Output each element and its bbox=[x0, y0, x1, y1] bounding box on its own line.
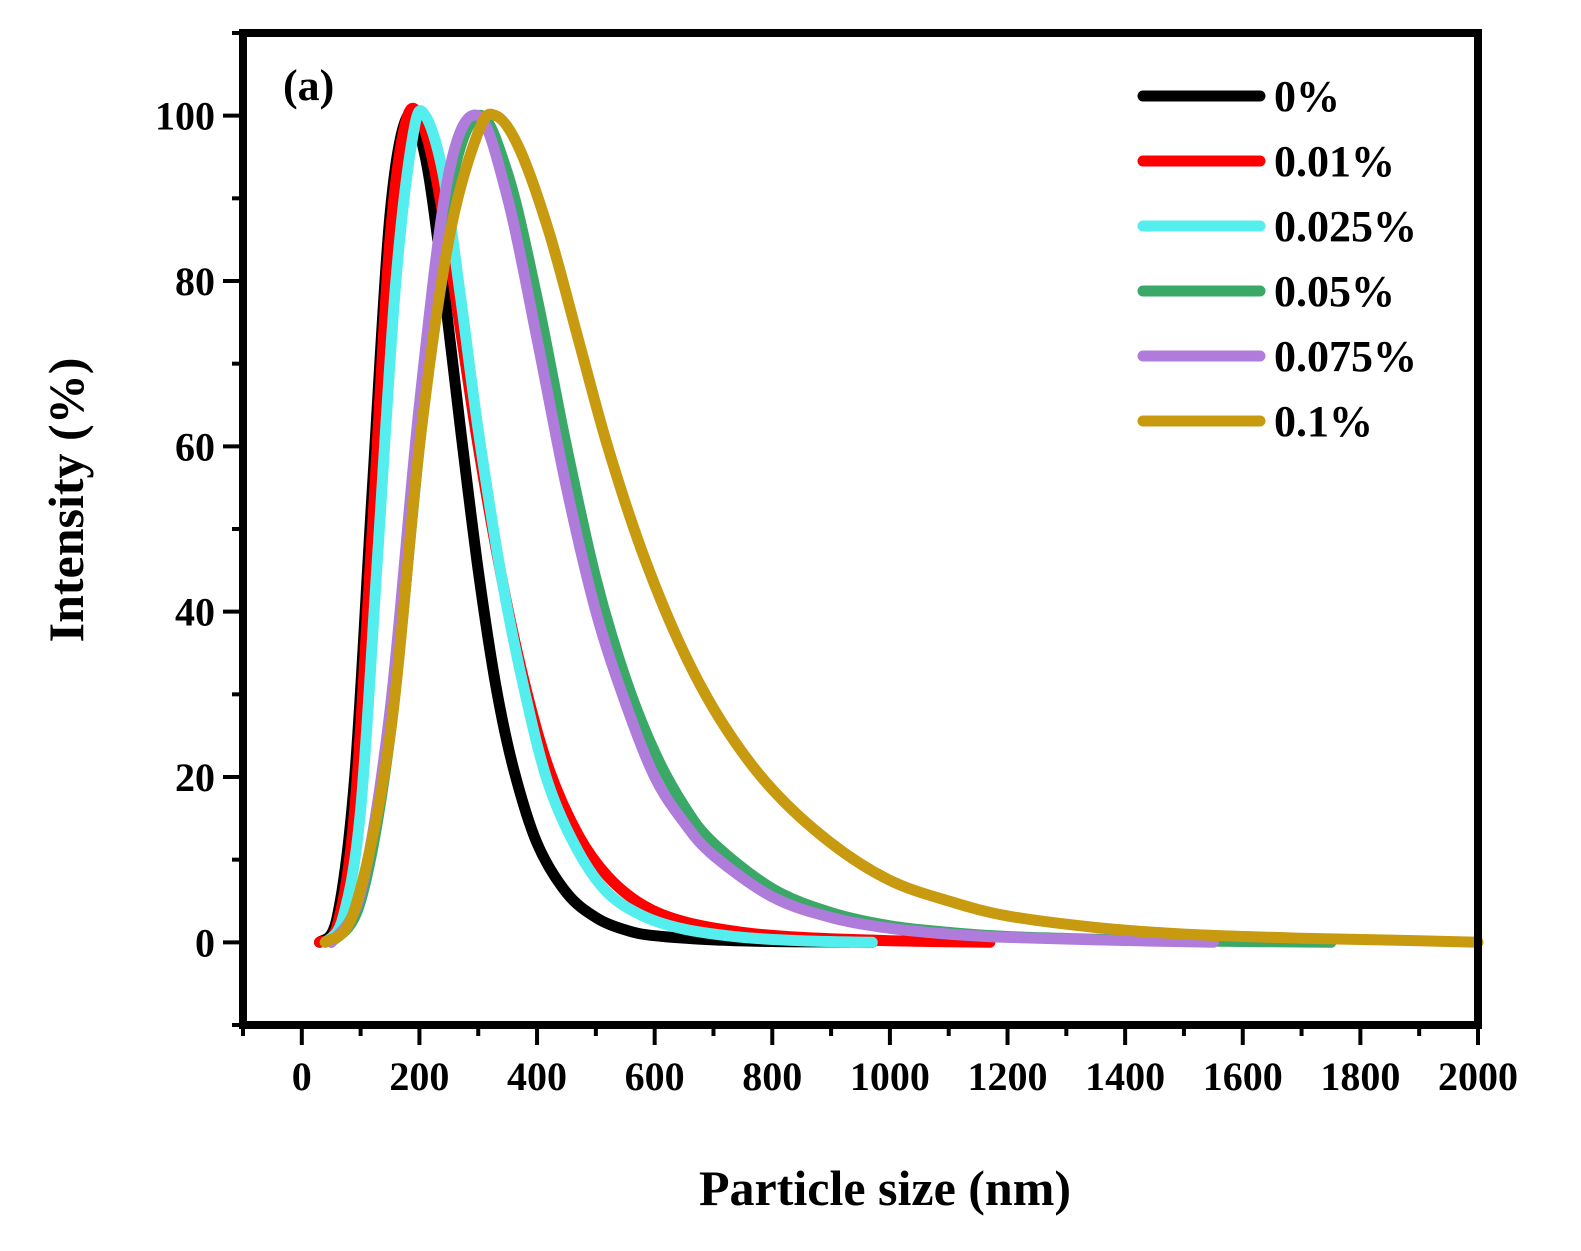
y-tick-label: 20 bbox=[175, 755, 215, 800]
legend-label-5: 0.1% bbox=[1274, 397, 1373, 446]
plot-frame bbox=[239, 29, 1482, 1029]
y-tick-label: 60 bbox=[175, 424, 215, 469]
x-axis-title: Particle size (nm) bbox=[699, 1160, 1071, 1216]
series-line-5 bbox=[319, 108, 1484, 948]
x-tick-label: 200 bbox=[389, 1054, 449, 1099]
y-tick-label: 100 bbox=[155, 94, 215, 139]
legend: 0% 0.01% 0.025% 0.05% 0.075% 0.1% bbox=[1137, 72, 1417, 446]
x-tick-label: 1600 bbox=[1203, 1054, 1283, 1099]
x-tick-label: 1000 bbox=[850, 1054, 930, 1099]
y-axis-title: Intensity (%) bbox=[38, 358, 94, 643]
series-line-2 bbox=[319, 105, 878, 948]
series-lines bbox=[314, 102, 1484, 948]
x-tick-label: 1800 bbox=[1320, 1054, 1400, 1099]
legend-label-1: 0.01% bbox=[1274, 137, 1395, 186]
legend-label-4: 0.075% bbox=[1274, 332, 1417, 381]
axis-tick-labels: 0 200 400 600 800 1000 1200 1400 1600 1800 2000 0 20… bbox=[155, 94, 1518, 1099]
series-line-1 bbox=[314, 102, 996, 948]
y-tick-label: 0 bbox=[195, 920, 215, 965]
x-tick-label: 1200 bbox=[968, 1054, 1048, 1099]
series-line-3 bbox=[325, 110, 1337, 948]
y-tick-label: 40 bbox=[175, 590, 215, 635]
x-tick-label: 800 bbox=[742, 1054, 802, 1099]
series-line-4 bbox=[325, 109, 1219, 948]
legend-label-3: 0.05% bbox=[1274, 267, 1395, 316]
x-tick-label: 0 bbox=[292, 1054, 312, 1099]
x-tick-label: 1400 bbox=[1085, 1054, 1165, 1099]
x-tick-label: 2000 bbox=[1438, 1054, 1518, 1099]
y-tick-label: 80 bbox=[175, 259, 215, 304]
x-tick-label: 600 bbox=[625, 1054, 685, 1099]
x-tick-label: 400 bbox=[507, 1054, 567, 1099]
panel-label: (a) bbox=[283, 61, 334, 110]
legend-label-0: 0% bbox=[1274, 72, 1340, 121]
legend-label-2: 0.025% bbox=[1274, 202, 1417, 251]
